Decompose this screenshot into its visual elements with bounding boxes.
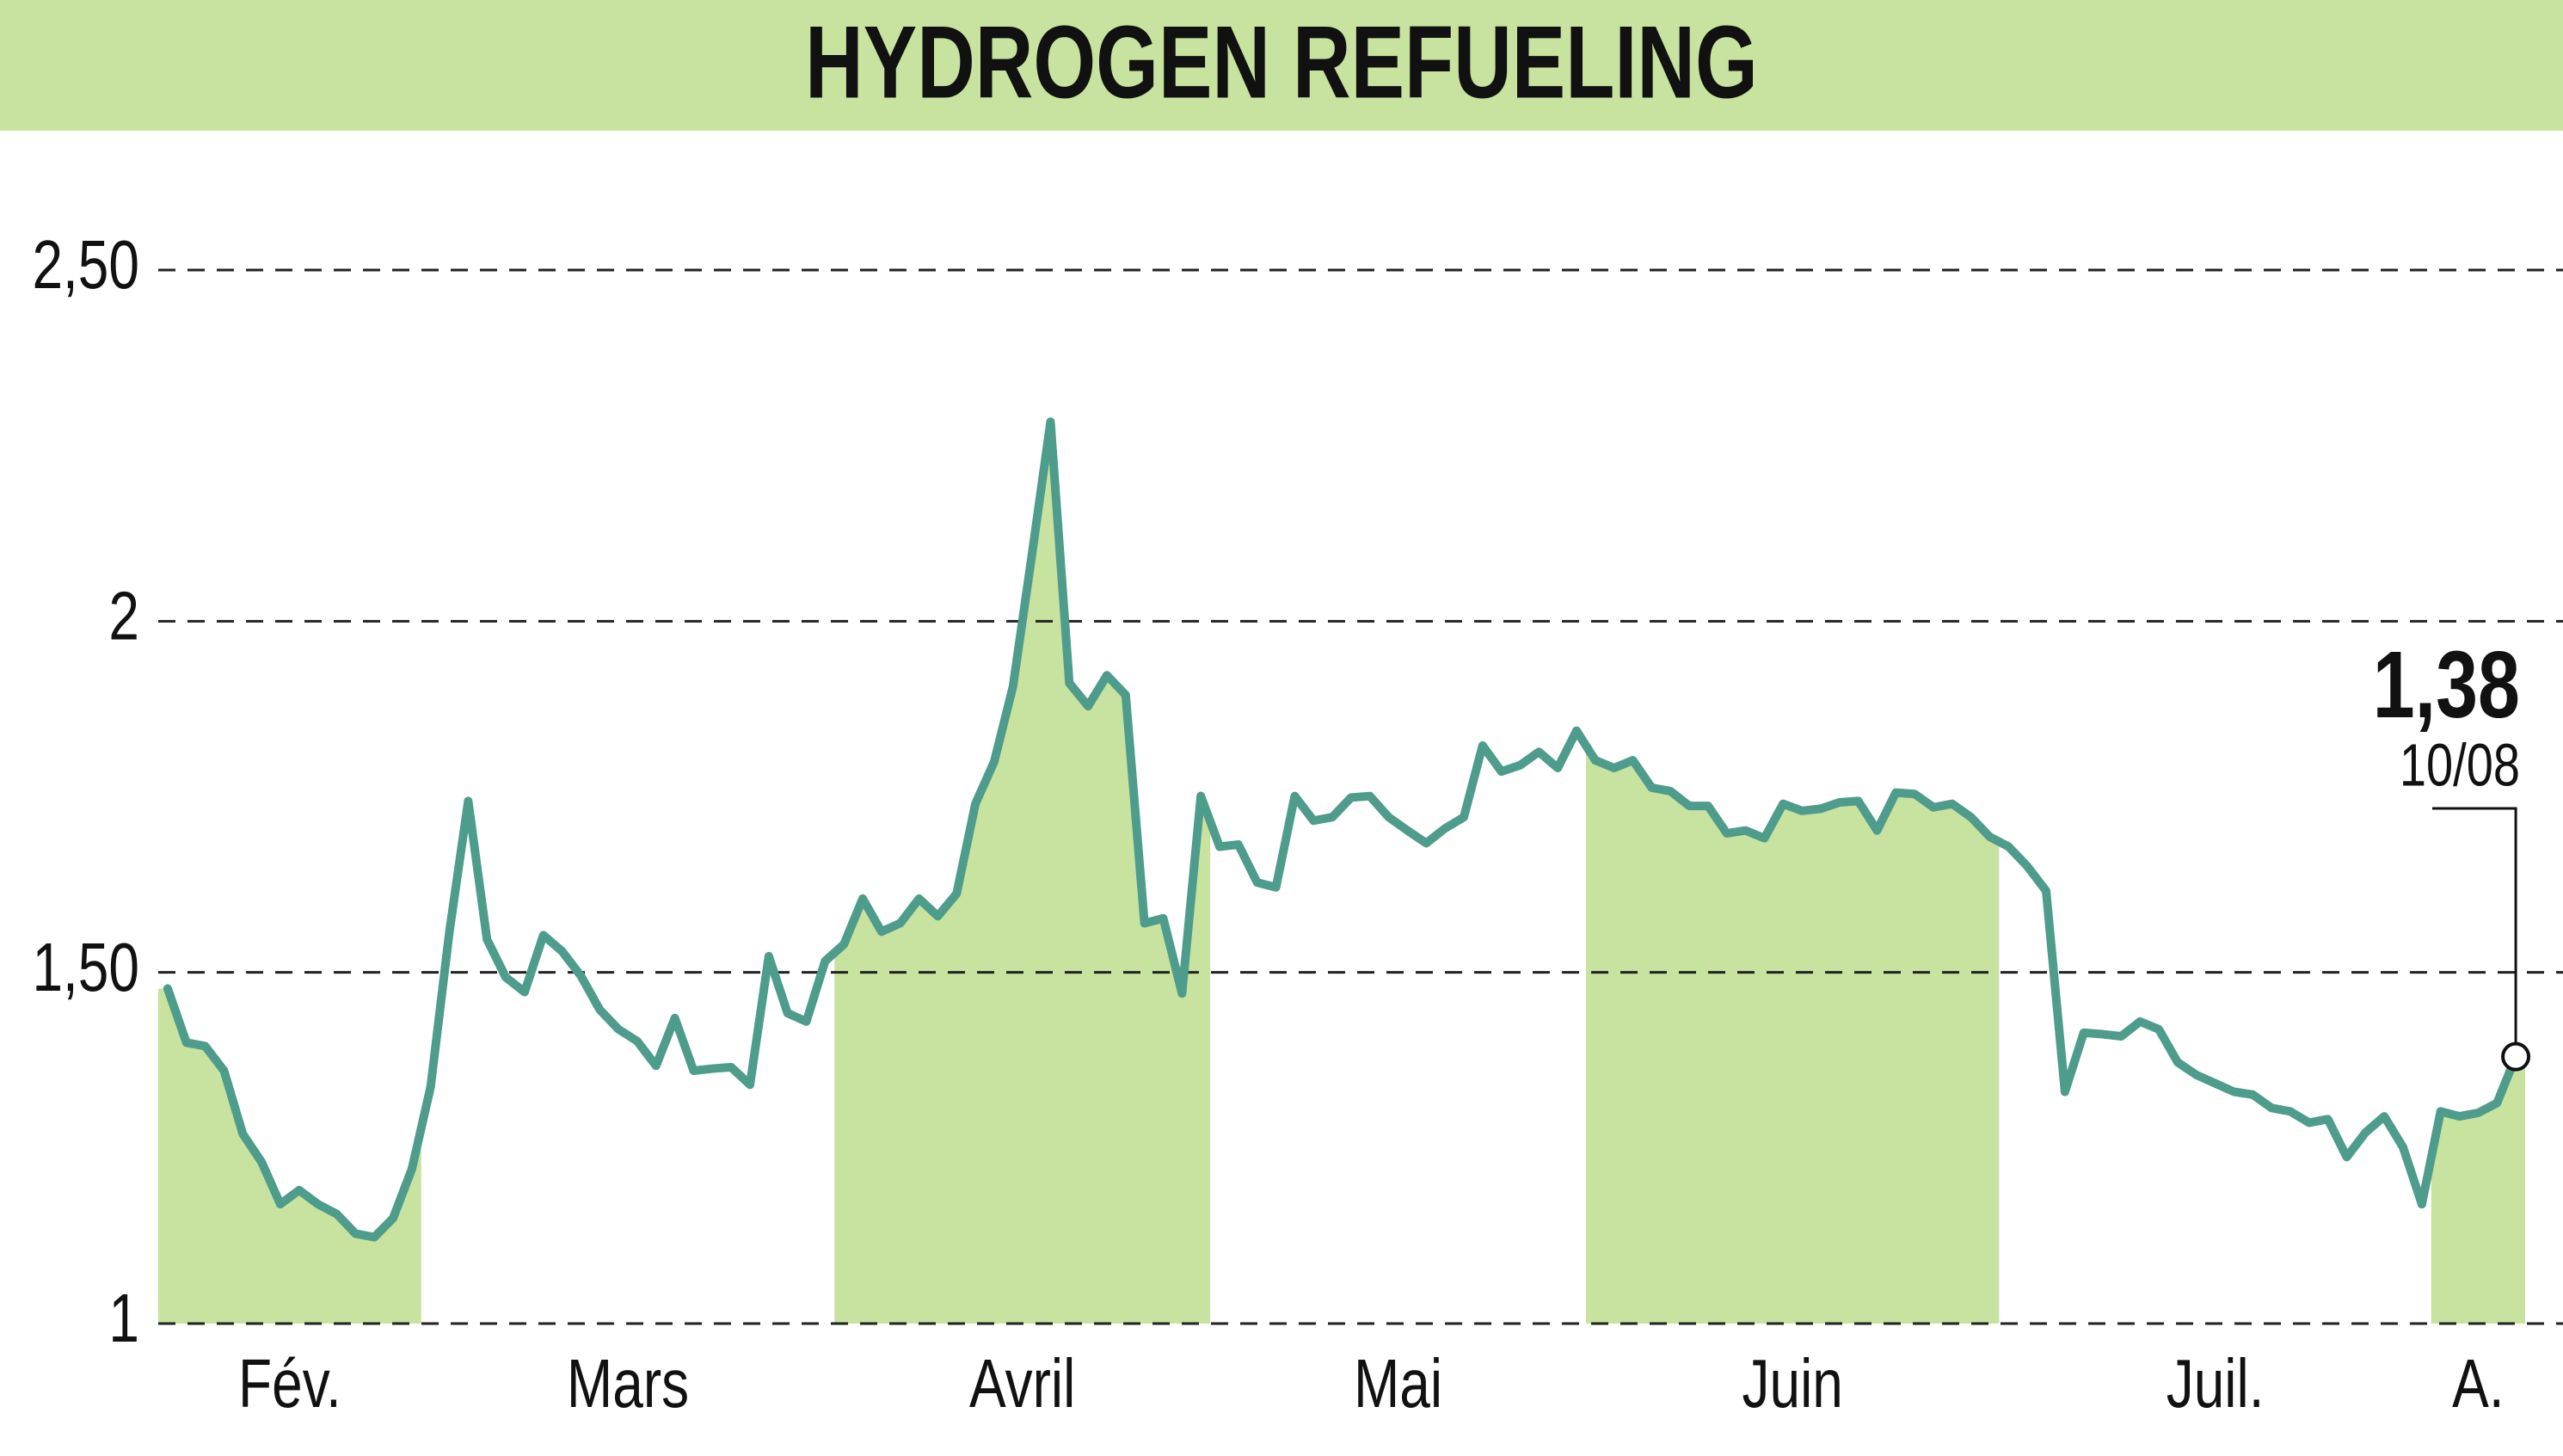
price-line-connector — [407, 1082, 435, 1174]
price-line — [1590, 756, 1994, 843]
last-date-label: 10/08 — [2400, 733, 2520, 799]
shaded-area — [158, 988, 421, 1324]
price-line — [2436, 1052, 2521, 1121]
price-line — [426, 796, 830, 1091]
x-tick-label: Juil. — [2167, 1345, 2265, 1422]
x-tick-label: Mars — [567, 1345, 689, 1422]
title-bar — [0, 0, 2563, 131]
price-line — [2004, 842, 2426, 1209]
price-line-connector — [2417, 1107, 2445, 1209]
x-tick-label: A. — [2452, 1345, 2504, 1422]
last-point — [2501, 1041, 2531, 1072]
x-tick-label: Mai — [1354, 1345, 1442, 1422]
y-tick-label: 2 — [108, 578, 139, 654]
shaded-area — [2431, 1056, 2525, 1324]
chart-title: HYDROGEN REFUELING — [805, 5, 1758, 120]
x-tick-label: Fév. — [238, 1345, 341, 1422]
x-tick-label: Avril — [969, 1345, 1075, 1422]
y-tick-label: 2,50 — [32, 226, 139, 303]
shaded-area — [834, 421, 1211, 1324]
annotation-leader — [2432, 807, 2517, 1057]
price-line — [839, 417, 1206, 998]
x-tick-label: Juin — [1742, 1345, 1842, 1422]
price-line — [163, 984, 416, 1242]
y-tick-label: 1 — [108, 1280, 139, 1356]
last-value-label: 1,38 — [2373, 633, 2520, 739]
price-line-connector — [1572, 726, 1600, 765]
y-tick-label: 1,50 — [32, 929, 139, 1005]
shaded-area — [1585, 745, 2000, 1324]
price-line — [1215, 726, 1582, 892]
